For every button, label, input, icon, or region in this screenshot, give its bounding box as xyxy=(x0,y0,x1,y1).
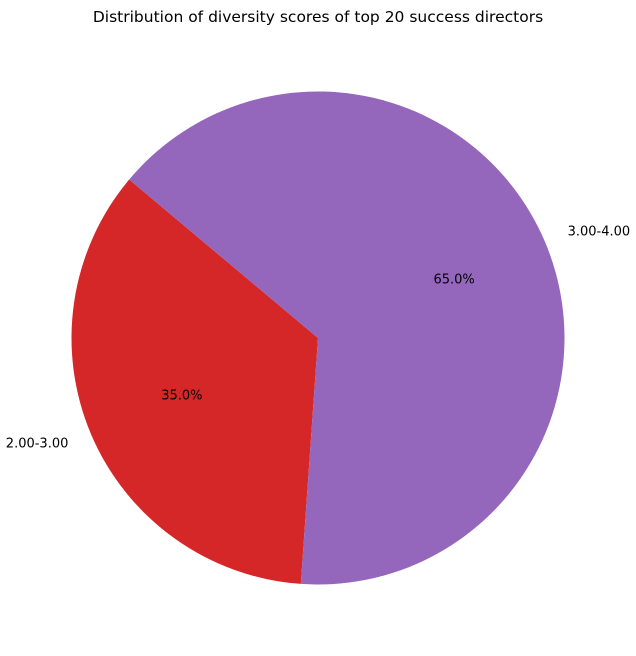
chart-title: Distribution of diversity scores of top … xyxy=(93,8,543,26)
pie-slice-2-00-3-00 xyxy=(71,179,318,584)
pie-labels: 2.00-3.00 35.0% 3.00-4.00 65.0% xyxy=(6,225,630,452)
pie-slices xyxy=(71,91,565,585)
slice-percent-label: 65.0% xyxy=(433,273,474,288)
slice-label: 2.00-3.00 xyxy=(6,436,69,451)
slice-label: 3.00-4.00 xyxy=(568,225,631,240)
slice-percent-label: 35.0% xyxy=(161,388,202,403)
pie-slice-3-00-4-00 xyxy=(129,91,565,585)
